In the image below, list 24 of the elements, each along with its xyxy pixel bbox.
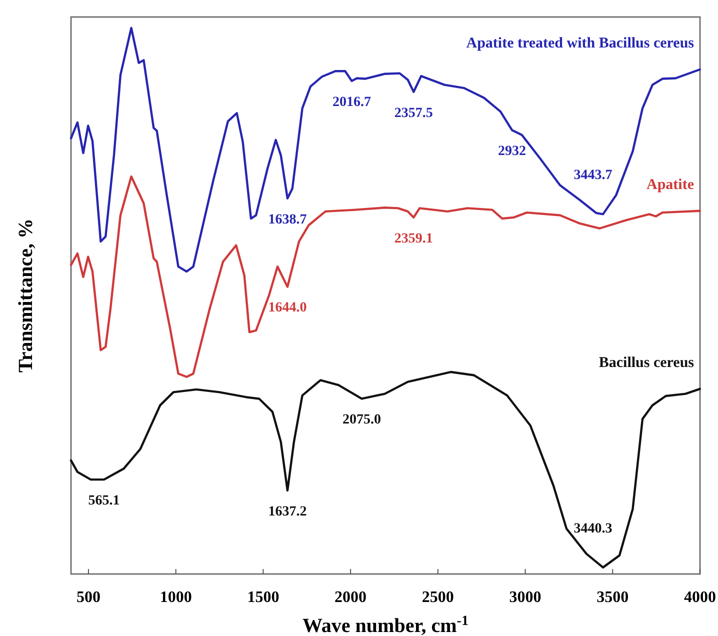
annotation: 3440.3: [574, 521, 612, 536]
x-tick-label: 1000: [160, 589, 192, 606]
annotation: 3443.7: [574, 168, 612, 184]
series-label: Apatite treated with Bacillus cereus: [466, 35, 694, 52]
y-axis-title: Transmittance, %: [15, 218, 37, 373]
annotation: 1644.0: [268, 300, 307, 316]
x-tick-label: 3500: [596, 589, 629, 606]
x-tick-label: 2000: [334, 589, 367, 606]
annotation: 2932: [498, 144, 526, 159]
x-tick-label: 1500: [247, 589, 280, 606]
x-tick-label: 4000: [684, 589, 716, 606]
annotation: 565.1: [88, 493, 120, 508]
annotation: 1637.2: [268, 504, 307, 520]
x-tick-label: 500: [76, 589, 100, 606]
annotation: 2357.5: [394, 106, 433, 121]
series-label: Bacillus cereus: [598, 354, 694, 371]
x-axis-title: Wave number, cm$^{-1}$: [302, 614, 468, 636]
annotation: 1638.7: [268, 212, 307, 228]
annotation: 2359.1: [394, 231, 433, 246]
x-tick-label: 2500: [422, 589, 454, 606]
x-tick-label: 3000: [509, 589, 542, 606]
series-label: Apatite: [646, 176, 694, 193]
annotation: 2016.7: [332, 94, 372, 110]
annotation: 2075.0: [342, 412, 381, 428]
